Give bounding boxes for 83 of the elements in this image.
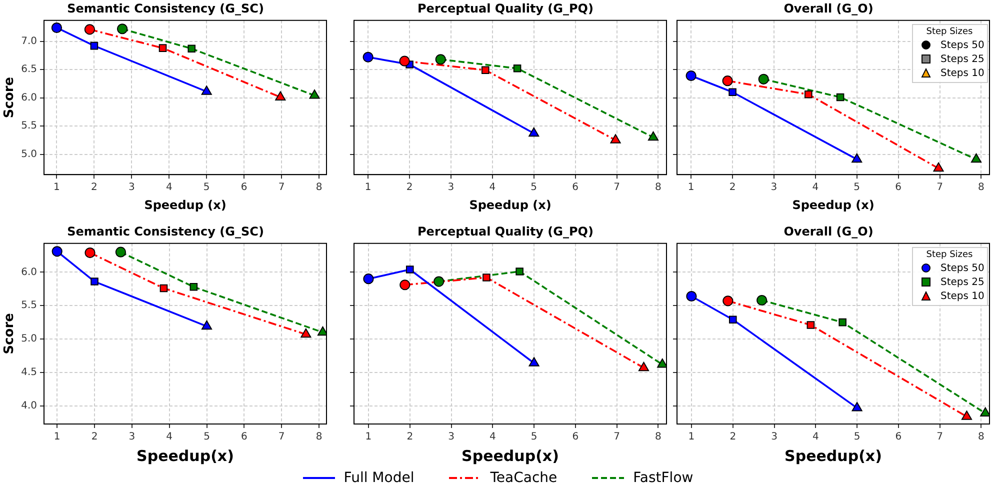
- x-tick-label: 6: [572, 182, 579, 194]
- legend-label: TeaCache: [490, 470, 558, 486]
- x-axis-title: Speedup(x): [784, 446, 882, 465]
- x-tick-label: 1: [54, 182, 60, 194]
- x-tick-label: 7: [278, 182, 285, 194]
- legend-label: FastFlow: [633, 470, 694, 486]
- y-tick-label: 5.5: [21, 300, 37, 312]
- x-tick-label: 1: [54, 432, 60, 443]
- x-tick-label: 1: [688, 432, 695, 443]
- x-tick-label: 3: [128, 432, 136, 443]
- x-tick-label: 2: [91, 182, 98, 194]
- x-axis-title: Speedup (x): [144, 198, 226, 212]
- x-tick-label: 3: [448, 182, 454, 194]
- x-tick-label: 2: [730, 432, 736, 443]
- x-tick-label: 5: [204, 432, 210, 443]
- chart-title: Perceptual Quality (G_PQ): [418, 1, 594, 16]
- chart-title: Semantic Consistency (G_SC): [67, 224, 264, 238]
- x-tick-label: 2: [406, 432, 414, 443]
- x-tick-label: 1: [365, 432, 372, 443]
- x-tick-label: 4: [489, 432, 496, 443]
- y-tick-label: 5.0: [21, 334, 37, 345]
- annotation: Steps 10: [940, 68, 984, 79]
- x-tick-label: 6: [895, 432, 902, 443]
- x-tick-label: 2: [406, 182, 413, 194]
- x-axis-title: Speedup(x): [136, 446, 234, 465]
- y-axis-title: Score: [2, 312, 18, 354]
- x-tick-label: 4: [812, 432, 819, 443]
- y-tick-label: 5.5: [21, 120, 37, 132]
- x-tick-label: 7: [936, 432, 944, 443]
- x-tick-label: 5: [854, 182, 860, 194]
- x-tick-label: 3: [771, 432, 778, 443]
- annotation: Steps 50: [940, 40, 984, 51]
- x-tick-label: 2: [91, 432, 98, 443]
- x-tick-label: 5: [530, 182, 538, 194]
- x-tick-label: 6: [895, 182, 902, 194]
- x-tick-label: 2: [729, 182, 736, 194]
- x-tick-label: 5: [203, 182, 210, 194]
- x-tick-label: 8: [655, 432, 662, 443]
- x-tick-label: 3: [770, 182, 778, 194]
- x-tick-label: 7: [614, 432, 620, 443]
- chart-title: Overall (G_O): [784, 1, 874, 16]
- x-tick-label: 7: [614, 182, 620, 194]
- legend-title: Step Sizes: [925, 26, 974, 38]
- x-tick-label: 8: [978, 432, 984, 443]
- x-tick-label: 8: [316, 432, 322, 443]
- x-tick-label: 8: [316, 182, 322, 194]
- legend-label: Steps 25: [940, 276, 984, 288]
- chart-title: Overall (G_O): [784, 224, 874, 238]
- x-tick-label: 1: [364, 182, 372, 194]
- y-tick-label: 6.0: [21, 266, 37, 278]
- x-tick-label: 7: [936, 182, 943, 194]
- legend-title: Step Sizes: [925, 249, 974, 262]
- x-tick-label: 5: [854, 432, 860, 443]
- x-tick-label: 4: [166, 432, 173, 443]
- x-tick-label: 1: [688, 182, 694, 194]
- x-tick-label: 4: [812, 182, 819, 194]
- x-tick-label: 6: [572, 432, 579, 443]
- x-tick-label: 6: [240, 432, 248, 443]
- x-axis-title: Speedup (x): [792, 198, 874, 212]
- legend-label: Steps 10: [940, 290, 984, 302]
- chart-title: Semantic Consistency (G_SC): [67, 1, 264, 16]
- y-tick-label: 5.0: [21, 148, 37, 160]
- legend-label: Steps 50: [940, 262, 984, 274]
- y-tick-label: 7.0: [21, 36, 37, 47]
- annotation: Steps 25: [940, 54, 984, 65]
- x-tick-label: 4: [166, 182, 172, 194]
- x-tick-label: 6: [240, 182, 248, 194]
- chart-title: Perceptual Quality (G_PQ): [418, 224, 594, 238]
- x-axis-title: Speedup (x): [469, 198, 552, 212]
- y-tick-label: 6.5: [21, 64, 37, 76]
- y-tick-label: 6.0: [21, 92, 37, 104]
- x-tick-label: 4: [489, 182, 496, 194]
- y-axis-title: Score: [2, 76, 18, 118]
- x-tick-label: 8: [655, 182, 662, 194]
- x-tick-label: 8: [978, 182, 984, 194]
- x-tick-label: 7: [278, 432, 285, 443]
- y-tick-label: 4.0: [21, 400, 37, 412]
- y-tick-label: 4.5: [21, 367, 37, 378]
- x-tick-label: 3: [128, 182, 135, 194]
- x-tick-label: 5: [530, 432, 538, 443]
- x-axis-title: Speedup(x): [462, 446, 559, 465]
- legend-label: Full Model: [344, 470, 414, 486]
- x-tick-label: 3: [448, 432, 454, 443]
